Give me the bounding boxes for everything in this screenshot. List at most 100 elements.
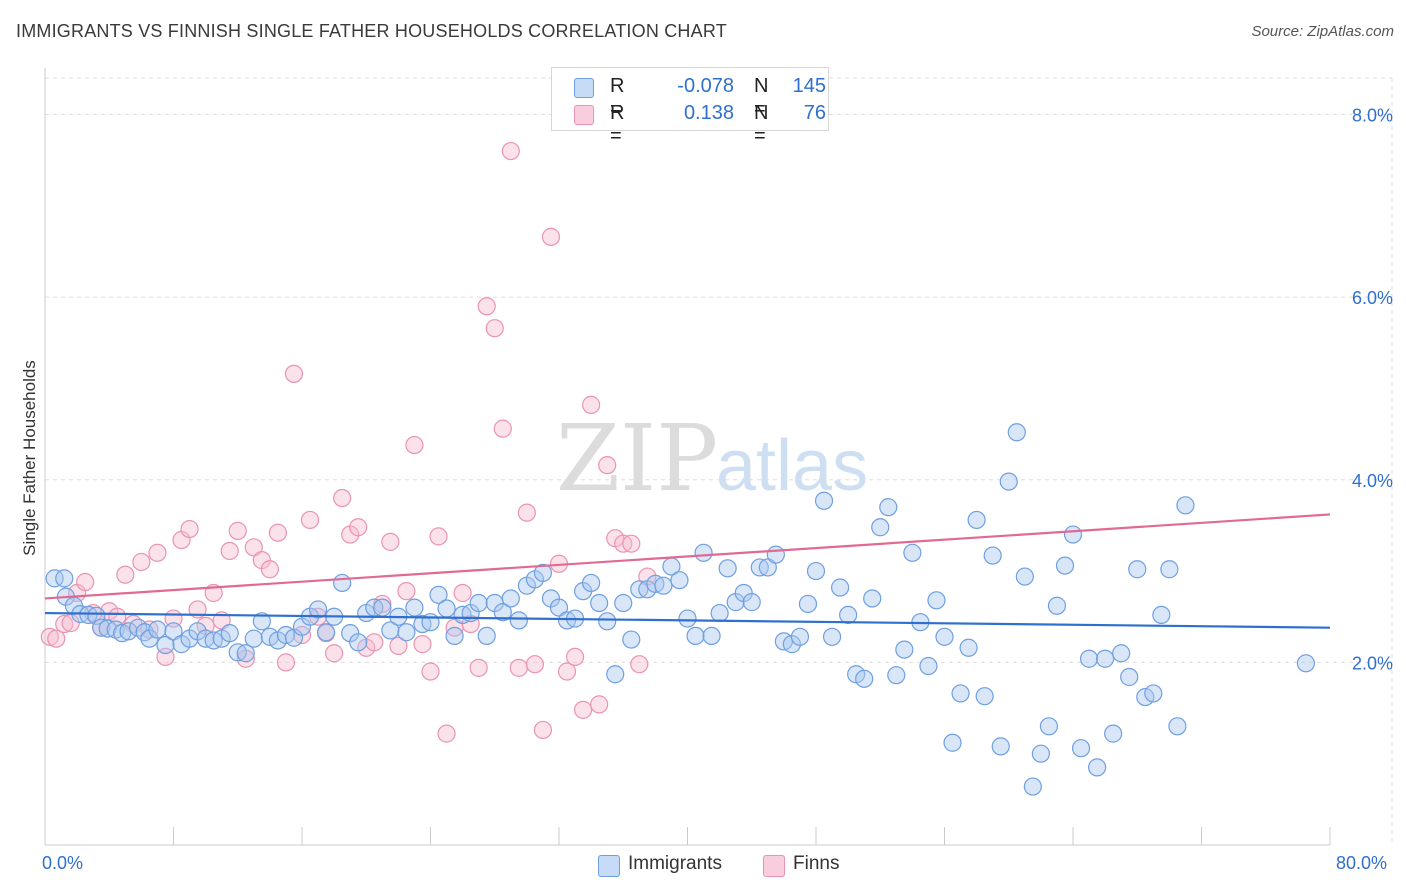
immigrants-point [164, 622, 183, 641]
x-tick-label-max: 80.0% [1336, 853, 1388, 873]
y-tick-label: 6.0% [1352, 288, 1393, 308]
finns-point [276, 653, 296, 672]
immigrants-point [814, 491, 834, 510]
finns-point [485, 319, 504, 338]
finns-point [116, 565, 135, 584]
y-tick-label: 2.0% [1352, 653, 1393, 673]
immigrants-point [718, 559, 737, 578]
immigrants-point [855, 669, 874, 688]
finns-point [405, 435, 424, 455]
immigrants-point [1296, 654, 1316, 673]
finns-point [260, 560, 279, 579]
immigrants-point [694, 543, 713, 562]
immigrants-point [606, 665, 625, 684]
immigrants-point [148, 620, 167, 639]
immigrants-point [895, 640, 914, 659]
immigrants-point [55, 569, 74, 588]
immigrants-point [790, 627, 810, 646]
immigrants-point [421, 613, 440, 632]
immigrants-point [798, 594, 818, 614]
finns-point [469, 658, 488, 677]
legend-r-label: R = [610, 102, 625, 147]
finns-point [598, 456, 617, 475]
immigrants-point [1071, 739, 1091, 758]
immigrants-point [590, 593, 609, 613]
finns-point [501, 141, 520, 161]
immigrants-point [1096, 649, 1115, 668]
finns-point [573, 700, 593, 719]
legend-n-value: 145 [792, 75, 826, 97]
watermark-atlas: atlas [716, 426, 868, 506]
immigrants-point [381, 621, 400, 640]
finns-point [397, 582, 416, 601]
immigrants-point [879, 498, 898, 517]
bottom-legend-swatch-finns [763, 855, 785, 877]
immigrants-point [830, 578, 850, 597]
finns-point [477, 297, 496, 316]
immigrants-point [1039, 717, 1059, 736]
finns-point [381, 532, 400, 551]
finns-point [517, 503, 536, 522]
immigrants-point [112, 624, 132, 643]
watermark: ZIP atlas [556, 405, 868, 512]
immigrants-point [1104, 724, 1123, 743]
immigrants-point [92, 618, 111, 637]
legend-r-value: 0.138 [683, 102, 734, 124]
finns-point [284, 364, 304, 383]
finns-point [325, 644, 344, 663]
immigrants-point [1152, 605, 1171, 625]
finns-point [582, 395, 601, 414]
immigrants-point [333, 573, 352, 593]
finns-point [622, 534, 641, 553]
immigrants-point [927, 591, 946, 610]
immigrants-point [1079, 649, 1099, 668]
finns-point [533, 720, 553, 740]
finns-point [61, 614, 80, 633]
immigrants-point [758, 558, 777, 577]
immigrants-point [678, 609, 697, 628]
legend-n-value: 76 [803, 102, 826, 124]
immigrants-point [975, 687, 994, 706]
finns-point [413, 635, 432, 654]
immigrants-point [951, 684, 970, 703]
finns-point [565, 647, 585, 667]
immigrants-point [373, 598, 392, 617]
immigrants-point [1015, 567, 1034, 586]
immigrants-point [469, 593, 488, 613]
immigrants-point [45, 569, 64, 588]
immigrants-point [1128, 560, 1147, 579]
finns-point [300, 510, 320, 530]
finns-point [333, 488, 352, 508]
finns-point [365, 633, 384, 652]
immigrants-point [959, 638, 978, 657]
immigrants-point [1047, 596, 1067, 615]
immigrants-point [493, 603, 512, 622]
immigrants-point [1120, 667, 1139, 687]
immigrants-point [445, 626, 464, 646]
legend-n-label: N = [754, 75, 769, 120]
immigrants-point [349, 633, 368, 652]
immigrants-point [670, 571, 689, 590]
chart-title: IMMIGRANTS VS FINNISH SINGLE FATHER HOUS… [16, 21, 727, 41]
immigrants-point [991, 737, 1010, 756]
finns-point [40, 627, 59, 646]
immigrants-point [999, 472, 1018, 491]
finns-point [349, 518, 368, 537]
immigrants-points [45, 423, 1316, 796]
x-tick-label-min: 0.0% [42, 853, 84, 873]
finns-point [453, 583, 472, 603]
immigrants-point [614, 593, 633, 613]
finns-point [148, 543, 167, 562]
finns-point [421, 662, 440, 681]
immigrants-point [871, 518, 890, 537]
finns-point [590, 695, 609, 714]
finns-point [429, 527, 448, 546]
immigrants-point [316, 623, 336, 642]
immigrants-point [887, 666, 906, 685]
immigrants-point [397, 623, 416, 642]
immigrants-point [943, 733, 962, 752]
axes [44, 68, 1331, 846]
finns-point [220, 541, 239, 561]
finns-point [493, 419, 512, 438]
